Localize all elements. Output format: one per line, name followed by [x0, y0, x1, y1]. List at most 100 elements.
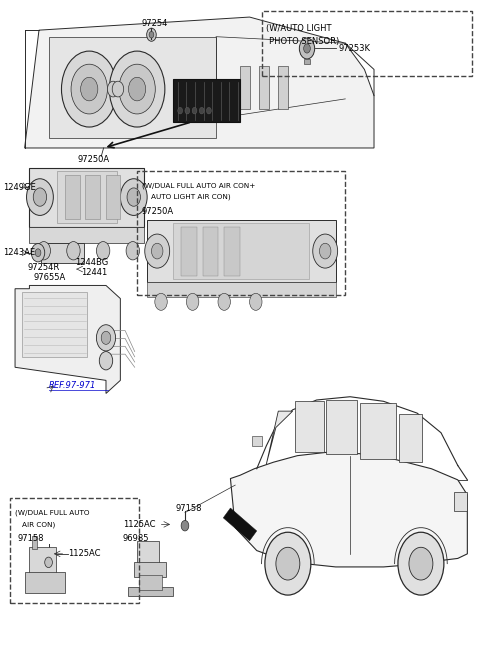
Text: 96985: 96985 [123, 534, 149, 543]
Circle shape [108, 81, 119, 97]
Circle shape [129, 77, 146, 101]
Text: AUTO LIGHT AIR CON): AUTO LIGHT AIR CON) [152, 194, 231, 200]
Bar [203, 226, 218, 276]
Circle shape [192, 108, 197, 114]
Polygon shape [295, 401, 324, 453]
Bar [240, 66, 250, 109]
Circle shape [67, 241, 80, 260]
Text: REF.97-971: REF.97-971 [48, 381, 96, 390]
Circle shape [199, 108, 204, 114]
Circle shape [31, 243, 45, 262]
Bar [24, 572, 65, 593]
Text: 97254: 97254 [142, 19, 168, 28]
Circle shape [119, 64, 156, 114]
Bar [137, 171, 345, 295]
Text: 1243AE: 1243AE [3, 248, 35, 257]
Bar [106, 175, 120, 218]
Bar [57, 171, 117, 223]
Circle shape [96, 241, 110, 260]
Text: (W/DUAL FULL AUTO AIR CON+: (W/DUAL FULL AUTO AIR CON+ [142, 182, 255, 188]
Bar [41, 243, 84, 262]
Text: 97253K: 97253K [338, 44, 370, 53]
Bar [181, 226, 197, 276]
Bar [278, 66, 288, 109]
Bar [29, 168, 144, 226]
Circle shape [109, 51, 165, 127]
Bar [137, 541, 158, 564]
Bar [140, 575, 162, 590]
Bar [48, 37, 216, 138]
Bar [128, 586, 173, 596]
Bar [173, 223, 310, 279]
Circle shape [276, 547, 300, 580]
Circle shape [149, 31, 154, 38]
Text: AIR CON): AIR CON) [22, 521, 56, 527]
Circle shape [304, 44, 311, 53]
Circle shape [81, 77, 98, 101]
Bar [29, 547, 56, 573]
Text: 97250A: 97250A [142, 207, 174, 216]
Circle shape [127, 188, 141, 206]
Circle shape [120, 178, 147, 215]
Circle shape [45, 557, 52, 567]
Circle shape [185, 108, 190, 114]
Text: (W/AUTO LIGHT: (W/AUTO LIGHT [266, 24, 332, 33]
Circle shape [61, 51, 117, 127]
Circle shape [206, 108, 211, 114]
Polygon shape [223, 508, 257, 541]
Polygon shape [399, 415, 422, 462]
Circle shape [218, 293, 230, 310]
Circle shape [265, 532, 311, 595]
Circle shape [112, 81, 124, 97]
Text: 1249GE: 1249GE [3, 183, 36, 192]
Text: 1244BG: 1244BG [75, 258, 108, 267]
Circle shape [37, 241, 50, 260]
Text: (W/DUAL FULL AUTO: (W/DUAL FULL AUTO [15, 509, 90, 516]
Circle shape [101, 331, 111, 344]
Circle shape [147, 28, 156, 41]
Circle shape [152, 243, 163, 259]
Circle shape [398, 532, 444, 595]
Bar [147, 282, 336, 297]
Bar [134, 562, 166, 577]
Text: 97250A: 97250A [77, 155, 109, 163]
Circle shape [186, 293, 199, 310]
Circle shape [71, 64, 108, 114]
Bar [32, 535, 36, 548]
Polygon shape [24, 17, 374, 148]
Bar [22, 292, 87, 358]
Circle shape [33, 188, 47, 206]
Bar [262, 10, 472, 76]
Circle shape [35, 249, 41, 256]
Circle shape [99, 352, 113, 370]
Circle shape [181, 520, 189, 531]
Circle shape [26, 178, 53, 215]
Text: PHOTO SENSOR): PHOTO SENSOR) [269, 37, 339, 47]
Bar [85, 175, 100, 218]
Text: 1125AC: 1125AC [123, 520, 155, 529]
Circle shape [96, 325, 116, 351]
Bar [252, 436, 262, 446]
Text: 97655A: 97655A [33, 273, 65, 282]
Polygon shape [326, 400, 357, 454]
Circle shape [320, 243, 331, 259]
Bar [147, 220, 336, 282]
Text: 97254R: 97254R [27, 263, 59, 272]
Circle shape [250, 293, 262, 310]
Bar [455, 491, 468, 511]
Polygon shape [15, 285, 120, 394]
Text: 97158: 97158 [17, 534, 44, 543]
Bar [259, 66, 269, 109]
Bar [173, 79, 240, 122]
Bar [29, 226, 144, 243]
Text: 97158: 97158 [175, 504, 202, 512]
Circle shape [145, 234, 169, 268]
Polygon shape [230, 453, 468, 567]
Bar [10, 498, 140, 603]
Polygon shape [266, 411, 293, 464]
Text: 1125AC: 1125AC [68, 549, 100, 558]
Circle shape [300, 38, 315, 59]
Polygon shape [360, 403, 396, 459]
Circle shape [409, 547, 433, 580]
Circle shape [313, 234, 337, 268]
